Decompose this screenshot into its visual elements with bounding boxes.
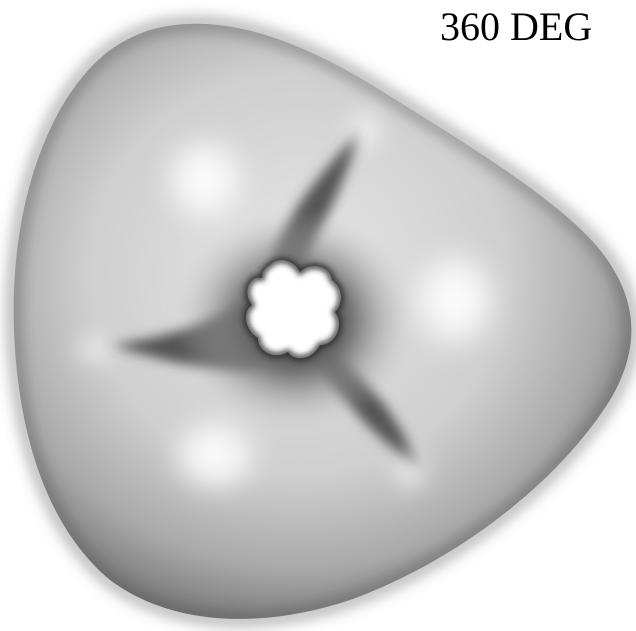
view-angle-caption: 360 DEG <box>440 4 593 49</box>
center-hole <box>246 260 341 359</box>
surface-highlights <box>73 108 503 497</box>
